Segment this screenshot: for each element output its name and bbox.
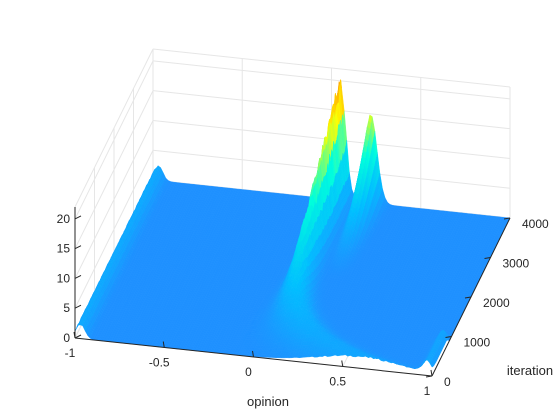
surface-plot (74, 79, 511, 369)
grid-line (152, 60, 511, 100)
grid-line (74, 60, 154, 220)
grid-line (74, 90, 154, 249)
grid-line (74, 150, 154, 309)
grid-line (152, 48, 511, 88)
grid-line (74, 48, 154, 208)
grid-line (74, 120, 154, 279)
grid-line (152, 90, 511, 130)
